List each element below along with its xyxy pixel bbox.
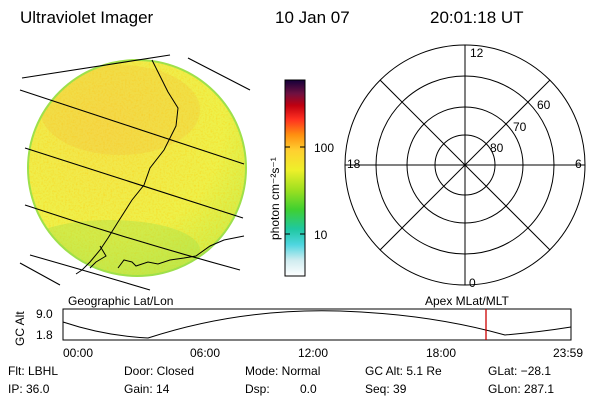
caption-geographic: Geographic Lat/Lon <box>68 294 174 308</box>
colorbar-tick-10: 10 <box>314 228 328 242</box>
status-gc-alt: GC Alt: 5.1 Re <box>365 364 442 378</box>
colorbar-tick-100: 100 <box>314 141 335 155</box>
status-glon: GLon: 287.1 <box>488 382 555 396</box>
status-dsp-value: 0.0 <box>300 382 317 396</box>
status-gain: Gain: 14 <box>124 382 170 396</box>
polar-label-18: 18 <box>347 157 361 171</box>
timeline-ymin: 1.8 <box>36 328 53 342</box>
timeline-tick: 23:59 <box>553 346 584 360</box>
timeline-tick: 12:00 <box>298 346 329 360</box>
timeline-tick: 00:00 <box>63 346 94 360</box>
status-seq: Seq: 39 <box>365 382 407 396</box>
date-label: 10 Jan 07 <box>275 8 350 27</box>
status-filter: Flt: LBHL <box>8 364 59 378</box>
timeline-tick: 06:00 <box>190 346 221 360</box>
polar-label-70: 70 <box>513 120 527 134</box>
timeline-axis-label: GC Alt <box>13 311 27 346</box>
status-door: Door: Closed <box>124 364 195 378</box>
status-ip: IP: 36.0 <box>8 382 50 396</box>
polar-label-6: 6 <box>575 157 582 171</box>
polar-label-0: 0 <box>469 276 476 290</box>
instrument-title: Ultraviolet Imager <box>20 8 154 27</box>
polar-label-80: 80 <box>490 141 504 155</box>
timeline-tick: 18:00 <box>426 346 457 360</box>
polar-diagonal-2 <box>379 79 551 251</box>
status-dsp-label: Dsp: <box>245 382 270 396</box>
caption-apex: Apex MLat/MLT <box>425 294 509 308</box>
polar-label-60: 60 <box>537 98 551 112</box>
status-mode: Mode: Normal <box>245 364 321 378</box>
status-glat: GLat: −28.1 <box>488 364 552 378</box>
timeline-ymax: 9.0 <box>36 307 53 321</box>
time-label: 20:01:18 UT <box>430 8 524 27</box>
polar-label-12: 12 <box>470 46 484 60</box>
